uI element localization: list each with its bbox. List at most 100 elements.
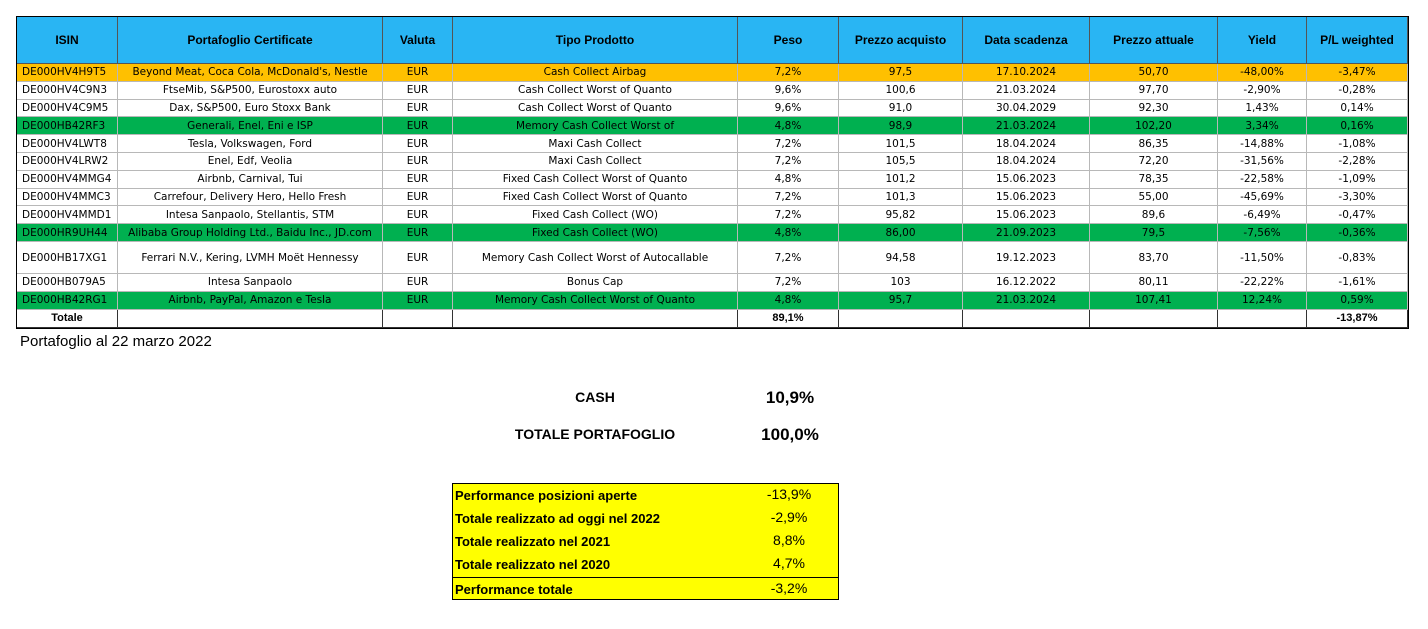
table-cell: 50,70 bbox=[1090, 64, 1218, 82]
table-cell: -2,90% bbox=[1218, 81, 1307, 100]
table-cell: 55,00 bbox=[1090, 188, 1218, 207]
column-header: P/L weighted bbox=[1307, 17, 1408, 64]
table-cell: 17.10.2024 bbox=[963, 64, 1090, 82]
table-cell: Tesla, Volkswagen, Ford bbox=[118, 135, 383, 153]
empty-cell bbox=[963, 309, 1090, 328]
table-cell: Fixed Cash Collect Worst of Quanto bbox=[453, 170, 738, 189]
empty-cell bbox=[383, 309, 453, 328]
caption: Portafoglio al 22 marzo 2022 bbox=[20, 333, 212, 350]
column-header: Tipo Prodotto bbox=[453, 17, 738, 64]
table-cell: EUR bbox=[383, 188, 453, 207]
performance-label: Performance posizioni aperte bbox=[455, 488, 638, 503]
table-cell: 1,43% bbox=[1218, 99, 1307, 118]
summary-label: CASH bbox=[575, 389, 615, 405]
table-cell: Cash Collect Worst of Quanto bbox=[453, 81, 738, 100]
table-cell: EUR bbox=[383, 224, 453, 242]
table-cell: Memory Cash Collect Worst of bbox=[453, 117, 738, 136]
table-cell: Cash Collect Airbag bbox=[453, 64, 738, 82]
table-cell: 89,6 bbox=[1090, 206, 1218, 225]
performance-label: Totale realizzato ad oggi nel 2022 bbox=[455, 511, 660, 526]
performance-value: -2,9% bbox=[770, 509, 808, 525]
table-cell: 7,2% bbox=[738, 206, 839, 225]
column-header: Peso bbox=[738, 17, 839, 64]
table-cell: 4,8% bbox=[738, 117, 839, 136]
table-cell: DE000HV4H9T5 bbox=[17, 64, 118, 82]
table-cell: 15.06.2023 bbox=[963, 206, 1090, 225]
table-cell: Intesa Sanpaolo, Stellantis, STM bbox=[118, 206, 383, 225]
performance-value: 4,7% bbox=[773, 555, 805, 571]
table-cell: 0,16% bbox=[1307, 117, 1408, 136]
table-cell: DE000HB17XG1 bbox=[17, 242, 118, 274]
table-cell: EUR bbox=[383, 206, 453, 225]
table-cell: 101,5 bbox=[839, 135, 963, 153]
performance-row: Totale realizzato nel 2020 4,7% bbox=[453, 553, 838, 576]
table-cell: Memory Cash Collect Worst of Autocallabl… bbox=[453, 242, 738, 274]
table-cell: -0,47% bbox=[1307, 206, 1408, 225]
table-cell: 94,58 bbox=[839, 242, 963, 274]
table-cell: 86,35 bbox=[1090, 135, 1218, 153]
column-header: Prezzo attuale bbox=[1090, 17, 1218, 64]
table-cell: 15.06.2023 bbox=[963, 170, 1090, 189]
table-cell: DE000HR9UH44 bbox=[17, 224, 118, 242]
table-cell: DE000HV4LWT8 bbox=[17, 135, 118, 153]
total-cell: -13,87% bbox=[1307, 309, 1408, 328]
table-cell: Bonus Cap bbox=[453, 274, 738, 292]
performance-row: Performance totale -3,2% bbox=[453, 577, 838, 601]
table-cell: Generali, Enel, Eni e ISP bbox=[118, 117, 383, 136]
table-cell: 105,5 bbox=[839, 153, 963, 171]
table-cell: DE000HB42RG1 bbox=[17, 291, 118, 310]
table-cell: Airbnb, Carnival, Tui bbox=[118, 170, 383, 189]
total-cell: 89,1% bbox=[738, 309, 839, 328]
table-cell: 100,6 bbox=[839, 81, 963, 100]
table-cell: 18.04.2024 bbox=[963, 153, 1090, 171]
table-cell: 92,30 bbox=[1090, 99, 1218, 118]
table-cell: 9,6% bbox=[738, 99, 839, 118]
column-header: Portafoglio Certificate bbox=[118, 17, 383, 64]
table-cell: Maxi Cash Collect bbox=[453, 153, 738, 171]
table-cell: 83,70 bbox=[1090, 242, 1218, 274]
table-cell: Fixed Cash Collect (WO) bbox=[453, 206, 738, 225]
summary-value: 10,9% bbox=[765, 388, 815, 407]
table-cell: 95,82 bbox=[839, 206, 963, 225]
table-cell: 72,20 bbox=[1090, 153, 1218, 171]
table-cell: -31,56% bbox=[1218, 153, 1307, 171]
table-cell: 97,70 bbox=[1090, 81, 1218, 100]
table-cell: 19.12.2023 bbox=[963, 242, 1090, 274]
table-cell: Fixed Cash Collect Worst of Quanto bbox=[453, 188, 738, 207]
table-cell: 21.09.2023 bbox=[963, 224, 1090, 242]
table-cell: Fixed Cash Collect (WO) bbox=[453, 224, 738, 242]
column-header: ISIN bbox=[17, 17, 118, 64]
table-cell: FtseMib, S&P500, Eurostoxx auto bbox=[118, 81, 383, 100]
table-cell: EUR bbox=[383, 170, 453, 189]
performance-row: Totale realizzato ad oggi nel 2022 -2,9% bbox=[453, 507, 838, 530]
table-cell: EUR bbox=[383, 274, 453, 292]
table-cell: -3,47% bbox=[1307, 64, 1408, 82]
table-cell: 97,5 bbox=[839, 64, 963, 82]
table-cell: Carrefour, Delivery Hero, Hello Fresh bbox=[118, 188, 383, 207]
performance-box: Performance posizioni aperte -13,9% Totale… bbox=[452, 483, 839, 600]
table-cell: -22,58% bbox=[1218, 170, 1307, 189]
table-cell: 91,0 bbox=[839, 99, 963, 118]
table-cell: 95,7 bbox=[839, 291, 963, 310]
table-cell: 86,00 bbox=[839, 224, 963, 242]
performance-row: Performance posizioni aperte -13,9% bbox=[453, 484, 838, 507]
table-cell: 7,2% bbox=[738, 274, 839, 292]
table-cell: DE000HV4LRW2 bbox=[17, 153, 118, 171]
empty-cell bbox=[1218, 309, 1307, 328]
table-cell: -1,09% bbox=[1307, 170, 1408, 189]
table-cell: 0,14% bbox=[1307, 99, 1408, 118]
table-cell: 7,2% bbox=[738, 135, 839, 153]
table-cell: 7,2% bbox=[738, 64, 839, 82]
table-cell: -0,36% bbox=[1307, 224, 1408, 242]
table-cell: 102,20 bbox=[1090, 117, 1218, 136]
table-cell: -6,49% bbox=[1218, 206, 1307, 225]
table-cell: DE000HB079A5 bbox=[17, 274, 118, 292]
total-cell: Totale bbox=[17, 309, 118, 328]
table-cell: -14,88% bbox=[1218, 135, 1307, 153]
table-cell: EUR bbox=[383, 99, 453, 118]
table-cell: EUR bbox=[383, 81, 453, 100]
column-header: Yield bbox=[1218, 17, 1307, 64]
table-cell: -0,28% bbox=[1307, 81, 1408, 100]
performance-value: 8,8% bbox=[773, 532, 805, 548]
